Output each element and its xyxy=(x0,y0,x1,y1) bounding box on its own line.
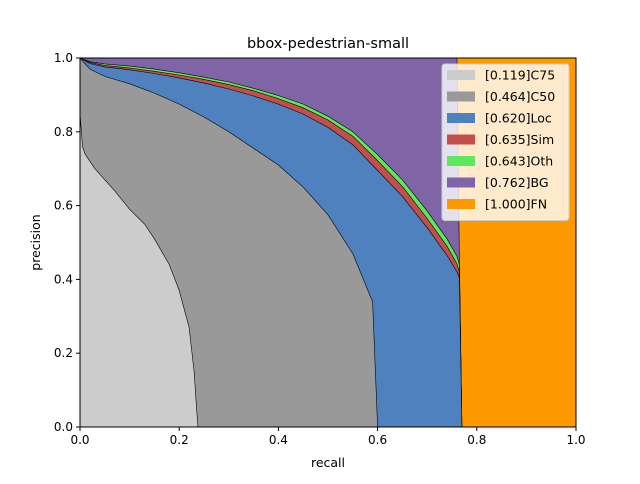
x-axis-label: recall xyxy=(311,455,345,470)
y-axis-label: precision xyxy=(28,214,43,270)
y-tick-label: 0.6 xyxy=(54,199,73,213)
y-tick-label: 1.0 xyxy=(54,51,73,65)
legend-swatch xyxy=(447,134,475,145)
legend-label: [0.464]C50 xyxy=(485,89,555,104)
area-c75 xyxy=(79,113,199,428)
legend-label: [0.119]C75 xyxy=(485,68,555,83)
plot-frame xyxy=(79,57,577,428)
y-axis-ticks: 0.0 0.2 0.4 0.6 0.8 1.0 xyxy=(54,51,80,434)
legend-label: [0.620]Loc xyxy=(485,111,552,126)
legend: [0.119]C75 [0.464]C50 [0.620]Loc [0.635]Sim… xyxy=(441,63,570,221)
legend-swatch xyxy=(447,70,475,80)
x-tick-label: 0.6 xyxy=(368,433,387,447)
y-tick-label: 0.8 xyxy=(54,125,73,139)
legend-swatch xyxy=(447,91,475,102)
legend-label: [0.762]BG xyxy=(485,175,549,190)
x-tick-label: 0.4 xyxy=(269,433,288,447)
legend-label: [0.643]Oth xyxy=(485,154,553,169)
y-tick-label: 0.2 xyxy=(54,346,73,360)
chart-title: bbox-pedestrian-small xyxy=(247,36,409,52)
y-tick-label: 0.0 xyxy=(54,420,73,434)
x-tick-label: 0.0 xyxy=(70,433,89,447)
area-series-group xyxy=(79,57,577,428)
legend-swatch xyxy=(447,199,475,209)
x-axis-ticks: 0.0 0.2 0.4 0.6 0.8 1.0 xyxy=(70,427,586,447)
x-tick-label: 0.8 xyxy=(467,433,486,447)
x-tick-label: 0.2 xyxy=(170,433,189,447)
legend-swatch xyxy=(447,156,475,166)
legend-swatch xyxy=(447,113,475,123)
legend-label: [1.000]FN xyxy=(485,197,547,212)
legend-label: [0.635]Sim xyxy=(485,132,554,147)
legend-swatch xyxy=(447,177,475,188)
x-tick-label: 1.0 xyxy=(566,433,585,447)
y-tick-label: 0.4 xyxy=(54,272,73,286)
